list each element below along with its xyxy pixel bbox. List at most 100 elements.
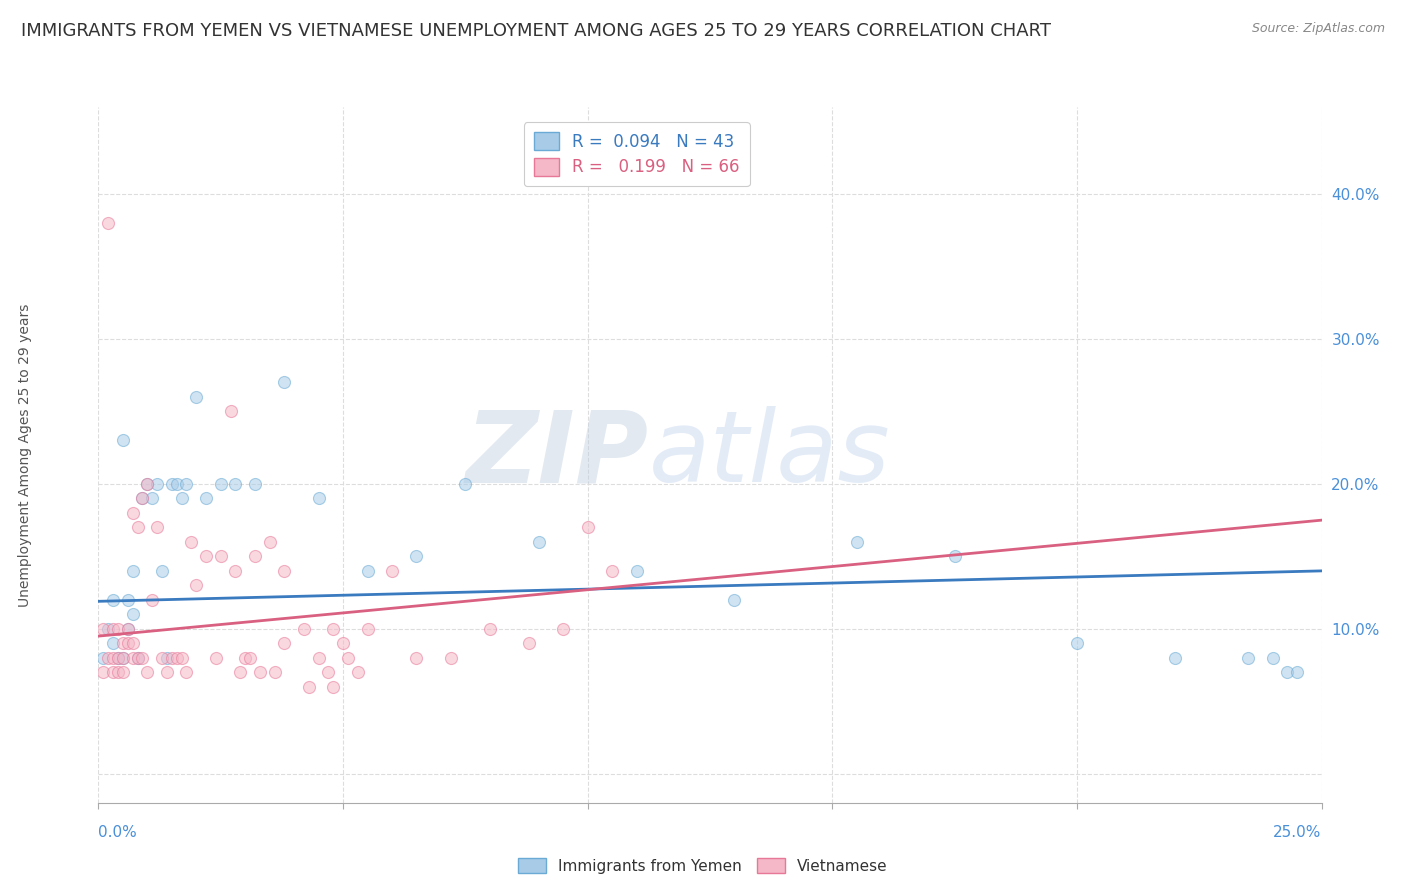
Point — [101, 636, 124, 650]
Point — [117, 622, 139, 636]
Point — [121, 564, 143, 578]
Point — [1164, 651, 1187, 665]
Point — [91, 651, 114, 665]
Point — [91, 665, 114, 680]
Point — [263, 665, 285, 680]
Point — [205, 651, 228, 665]
Point — [308, 491, 330, 506]
Point — [180, 535, 202, 549]
Point — [259, 535, 281, 549]
Point — [150, 564, 173, 578]
Point — [117, 622, 139, 636]
Point — [127, 651, 149, 665]
Point — [131, 651, 153, 665]
Point — [381, 564, 404, 578]
Point — [111, 651, 134, 665]
Point — [131, 491, 153, 506]
Point — [243, 549, 266, 564]
Text: 0.0%: 0.0% — [98, 825, 138, 840]
Point — [527, 535, 550, 549]
Point — [117, 636, 139, 650]
Point — [97, 622, 120, 636]
Point — [273, 636, 295, 650]
Text: Source: ZipAtlas.com: Source: ZipAtlas.com — [1251, 22, 1385, 36]
Point — [160, 651, 183, 665]
Point — [1286, 665, 1309, 680]
Text: Unemployment Among Ages 25 to 29 years: Unemployment Among Ages 25 to 29 years — [18, 303, 32, 607]
Point — [943, 549, 966, 564]
Point — [1237, 651, 1260, 665]
Point — [356, 564, 378, 578]
Point — [1261, 651, 1284, 665]
Point — [336, 651, 359, 665]
Point — [243, 476, 266, 491]
Point — [111, 434, 134, 448]
Point — [121, 607, 143, 622]
Point — [229, 665, 252, 680]
Point — [170, 491, 193, 506]
Point — [146, 476, 169, 491]
Point — [121, 636, 143, 650]
Point — [141, 592, 163, 607]
Point — [308, 651, 330, 665]
Point — [166, 651, 188, 665]
Point — [318, 665, 340, 680]
Point — [322, 680, 344, 694]
Point — [176, 665, 198, 680]
Point — [101, 665, 124, 680]
Point — [141, 491, 163, 506]
Point — [146, 520, 169, 534]
Point — [626, 564, 648, 578]
Point — [107, 651, 129, 665]
Point — [346, 665, 368, 680]
Point — [219, 404, 242, 418]
Point — [332, 636, 354, 650]
Point — [156, 665, 179, 680]
Point — [136, 476, 159, 491]
Point — [136, 476, 159, 491]
Point — [195, 549, 218, 564]
Point — [845, 535, 868, 549]
Point — [107, 651, 129, 665]
Point — [517, 636, 540, 650]
Point — [111, 651, 134, 665]
Point — [127, 651, 149, 665]
Point — [117, 592, 139, 607]
Point — [101, 651, 124, 665]
Point — [127, 520, 149, 534]
Point — [239, 651, 262, 665]
Point — [553, 622, 575, 636]
Point — [91, 622, 114, 636]
Point — [292, 622, 315, 636]
Point — [150, 651, 173, 665]
Point — [478, 622, 501, 636]
Point — [1277, 665, 1299, 680]
Point — [121, 651, 143, 665]
Point — [273, 564, 295, 578]
Point — [224, 476, 246, 491]
Point — [97, 216, 120, 230]
Point — [156, 651, 179, 665]
Point — [101, 592, 124, 607]
Point — [111, 636, 134, 650]
Point — [322, 622, 344, 636]
Point — [186, 390, 208, 404]
Text: atlas: atlas — [648, 407, 890, 503]
Text: IMMIGRANTS FROM YEMEN VS VIETNAMESE UNEMPLOYMENT AMONG AGES 25 TO 29 YEARS CORRE: IMMIGRANTS FROM YEMEN VS VIETNAMESE UNEM… — [21, 22, 1052, 40]
Text: 25.0%: 25.0% — [1274, 825, 1322, 840]
Point — [440, 651, 463, 665]
Point — [723, 592, 745, 607]
Legend: R =  0.094   N = 43, R =   0.199   N = 66: R = 0.094 N = 43, R = 0.199 N = 66 — [523, 122, 749, 186]
Point — [405, 549, 427, 564]
Point — [405, 651, 427, 665]
Legend: Immigrants from Yemen, Vietnamese: Immigrants from Yemen, Vietnamese — [512, 852, 894, 880]
Point — [273, 376, 295, 390]
Point — [298, 680, 321, 694]
Point — [107, 622, 129, 636]
Text: ZIP: ZIP — [465, 407, 648, 503]
Point — [209, 549, 232, 564]
Point — [101, 622, 124, 636]
Point — [186, 578, 208, 592]
Point — [195, 491, 218, 506]
Point — [107, 665, 129, 680]
